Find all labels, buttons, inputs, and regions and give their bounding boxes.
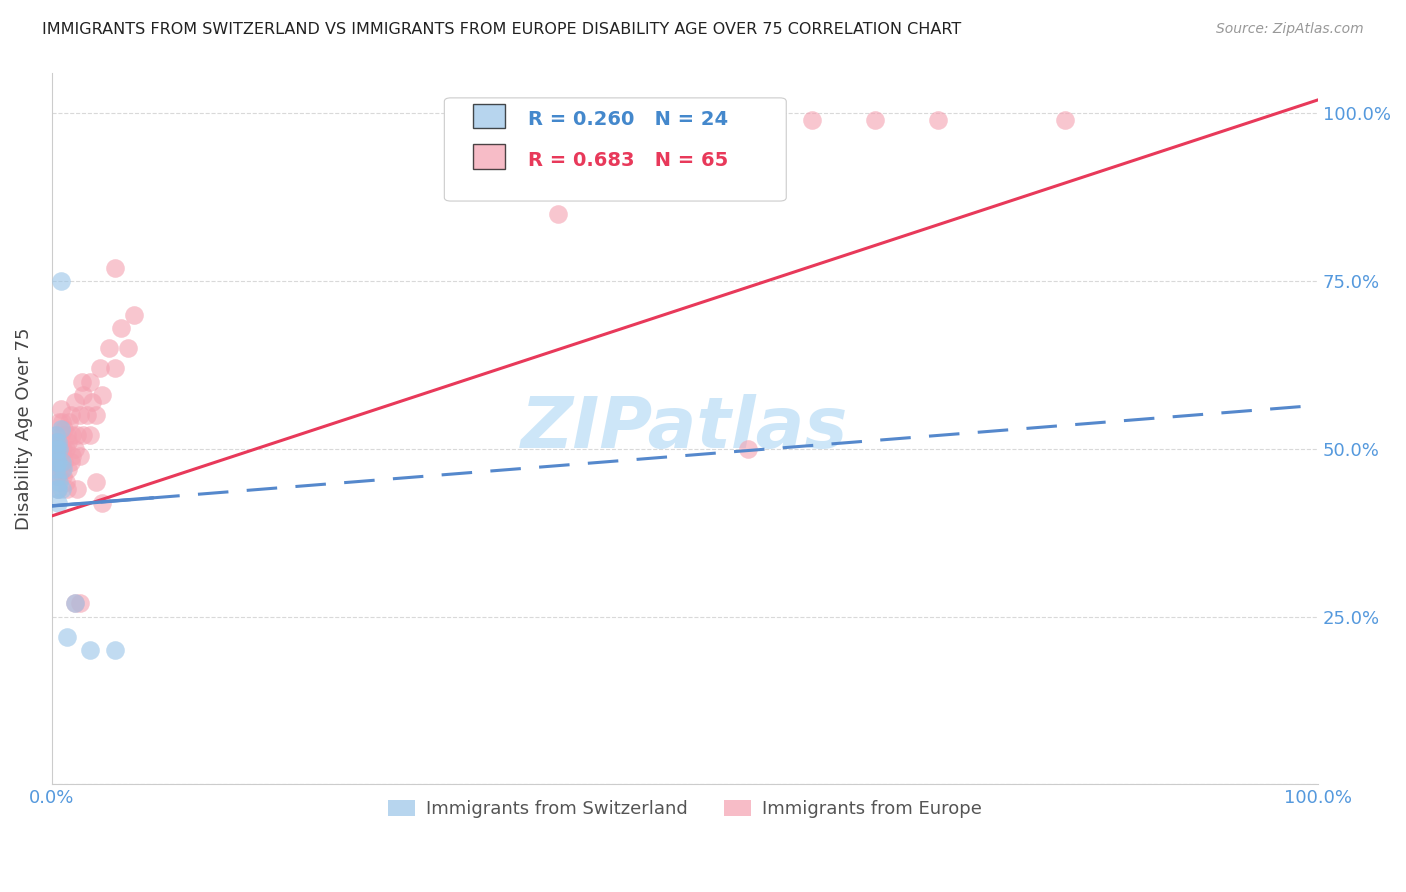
- Point: [63, 596, 86, 610]
- Point: [56, 630, 79, 644]
- Point: [63, 442, 86, 456]
- FancyBboxPatch shape: [444, 98, 786, 201]
- Point: [48, 442, 70, 456]
- Text: Source: ZipAtlas.com: Source: ZipAtlas.com: [1216, 22, 1364, 37]
- Point: [45, 435, 67, 450]
- Text: IMMIGRANTS FROM SWITZERLAND VS IMMIGRANTS FROM EUROPE DISABILITY AGE OVER 75 COR: IMMIGRANTS FROM SWITZERLAND VS IMMIGRANT…: [42, 22, 962, 37]
- Point: [45, 455, 67, 469]
- Point: [79, 643, 101, 657]
- FancyBboxPatch shape: [474, 145, 505, 169]
- Point: [51, 455, 73, 469]
- Point: [66, 428, 89, 442]
- Point: [45, 482, 67, 496]
- Point: [45, 455, 67, 469]
- Point: [72, 388, 94, 402]
- Point: [104, 260, 127, 275]
- Point: [49, 401, 72, 416]
- Point: [55, 442, 77, 456]
- Point: [76, 409, 98, 423]
- Text: R = 0.260   N = 24: R = 0.260 N = 24: [527, 111, 728, 129]
- Point: [60, 449, 83, 463]
- Point: [49, 455, 72, 469]
- Text: ZIPatlas: ZIPatlas: [522, 394, 849, 463]
- Point: [58, 462, 80, 476]
- Point: [91, 495, 114, 509]
- Point: [89, 361, 111, 376]
- Point: [72, 428, 94, 442]
- Point: [122, 308, 145, 322]
- Point: [46, 482, 69, 496]
- Point: [49, 422, 72, 436]
- Point: [46, 435, 69, 450]
- Point: [927, 112, 949, 127]
- Point: [52, 442, 75, 456]
- Point: [45, 468, 67, 483]
- Point: [737, 442, 759, 456]
- Point: [53, 422, 76, 436]
- Point: [117, 341, 139, 355]
- Point: [84, 409, 107, 423]
- Point: [52, 462, 75, 476]
- Point: [104, 361, 127, 376]
- Y-axis label: Disability Age Over 75: Disability Age Over 75: [15, 327, 32, 530]
- Text: R = 0.683   N = 65: R = 0.683 N = 65: [527, 151, 728, 170]
- Point: [104, 643, 127, 657]
- FancyBboxPatch shape: [474, 103, 505, 128]
- Point: [97, 341, 120, 355]
- Point: [59, 455, 82, 469]
- Point: [84, 475, 107, 490]
- Point: [48, 468, 70, 483]
- Point: [82, 395, 104, 409]
- Point: [58, 415, 80, 429]
- Point: [45, 442, 67, 456]
- Point: [51, 415, 73, 429]
- Point: [79, 428, 101, 442]
- Point: [59, 409, 82, 423]
- Point: [63, 596, 86, 610]
- Point: [70, 375, 93, 389]
- Point: [46, 455, 69, 469]
- Point: [69, 449, 91, 463]
- Point: [53, 455, 76, 469]
- Point: [56, 482, 79, 496]
- Point: [46, 455, 69, 469]
- Point: [60, 428, 83, 442]
- Point: [49, 274, 72, 288]
- Point: [45, 462, 67, 476]
- Point: [547, 207, 569, 221]
- Point: [48, 475, 70, 490]
- Point: [45, 428, 67, 442]
- Point: [45, 428, 67, 442]
- Point: [63, 395, 86, 409]
- Point: [48, 415, 70, 429]
- Point: [46, 495, 69, 509]
- Point: [45, 442, 67, 456]
- Point: [69, 409, 91, 423]
- Point: [45, 468, 67, 483]
- Point: [800, 112, 823, 127]
- Point: [49, 428, 72, 442]
- Point: [48, 442, 70, 456]
- Point: [1053, 112, 1076, 127]
- Point: [51, 462, 73, 476]
- Point: [863, 112, 886, 127]
- Point: [46, 435, 69, 450]
- Point: [69, 596, 91, 610]
- Point: [45, 442, 67, 456]
- Point: [51, 442, 73, 456]
- Point: [45, 442, 67, 456]
- Point: [52, 468, 75, 483]
- Point: [79, 375, 101, 389]
- Point: [55, 475, 77, 490]
- Point: [45, 455, 67, 469]
- Point: [91, 388, 114, 402]
- Point: [58, 435, 80, 450]
- Point: [46, 482, 69, 496]
- Point: [66, 482, 89, 496]
- Point: [56, 428, 79, 442]
- Point: [51, 482, 73, 496]
- Point: [110, 321, 132, 335]
- Legend: Immigrants from Switzerland, Immigrants from Europe: Immigrants from Switzerland, Immigrants …: [381, 792, 988, 825]
- Point: [45, 449, 67, 463]
